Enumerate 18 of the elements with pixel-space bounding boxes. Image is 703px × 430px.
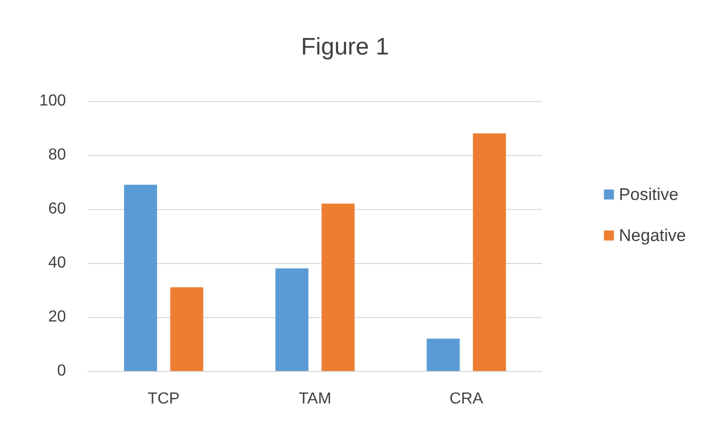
y-tick-label: 20 [48, 308, 66, 326]
chart-title: Figure 1 [300, 34, 390, 60]
bar [124, 184, 158, 371]
y-tick-label: 60 [48, 200, 66, 218]
x-tick-label: CRA [449, 390, 484, 408]
x-tick-label: TAM [298, 390, 332, 408]
y-tick-label: 80 [48, 146, 66, 164]
x-tick-label: TCP [148, 390, 180, 408]
y-tick-label: 0 [57, 362, 66, 380]
y-tick-label: 40 [48, 254, 66, 272]
legend-label: Negative [618, 226, 686, 245]
legend-label: Positive [618, 185, 678, 204]
bar [426, 338, 460, 371]
bar [322, 204, 355, 371]
y-tick-label: 100 [39, 92, 66, 110]
bar [275, 268, 308, 371]
bar [170, 287, 204, 371]
bar [472, 133, 506, 371]
